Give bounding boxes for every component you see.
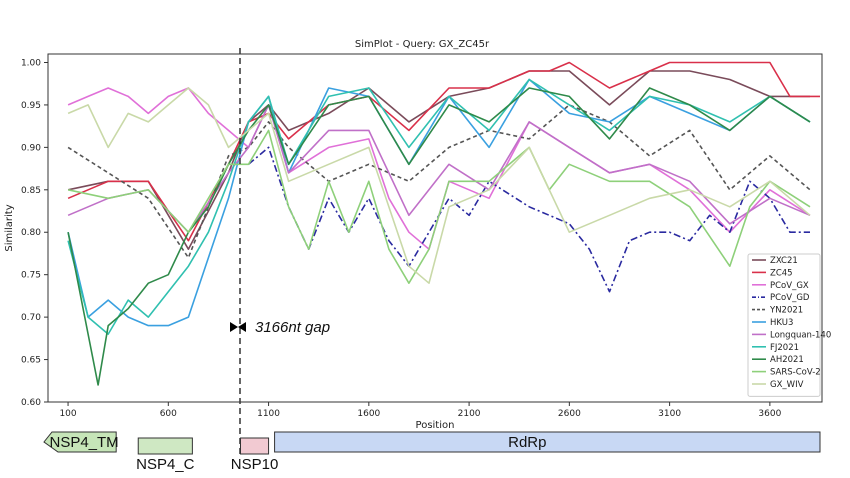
series-line-sars-cov-2	[67, 129, 811, 285]
series-line-gx-wiv	[67, 87, 811, 285]
gene-label-nsp4-c: NSP4_C	[136, 456, 195, 473]
series-line-longquan-140	[67, 104, 811, 233]
gap-marker-icon	[230, 322, 246, 332]
y-tick-label: 0.95	[21, 101, 41, 111]
y-axis-ticks: 0.60 0.65 0.70 0.75 0.80 0.85 0.90 0.95 1.00	[21, 58, 48, 408]
x-tick-label: 600	[160, 409, 177, 419]
series-line-pcov-gd	[247, 146, 810, 293]
gene-label-rdrp: RdRp	[508, 434, 546, 451]
y-axis-label: Similarity	[4, 204, 15, 251]
y-tick-label: 0.75	[21, 271, 41, 281]
x-tick-label: 2600	[558, 409, 581, 419]
legend-entry: PCoV_GX	[770, 281, 809, 291]
legend-entry: FJ2021	[770, 343, 799, 353]
gene-label-nsp10: NSP10	[231, 456, 279, 473]
legend-entry: SARS-CoV-2	[770, 368, 821, 378]
gene-block-nsp4-c	[137, 437, 193, 455]
x-tick-label: 3100	[658, 409, 681, 419]
legend-entry: YN2021	[769, 306, 803, 316]
x-tick-label: 100	[59, 409, 76, 419]
y-tick-label: 0.60	[21, 398, 41, 408]
chart-title: SimPlot - Query: GX_ZC45r	[355, 39, 490, 50]
legend-entry: AH2021	[770, 355, 804, 365]
legend-entry: ZC45	[770, 268, 793, 278]
y-tick-label: 0.85	[21, 186, 41, 196]
x-tick-label: 1600	[357, 409, 380, 419]
legend: ZXC21 ZC45 PCoV_GX PCoV_GD YN2021 HKU3 Longqua…	[747, 253, 831, 397]
plot-frame	[47, 53, 823, 403]
x-axis-ticks: 100 600 1100 1600 2100 2600 3100 3600	[59, 402, 782, 419]
gene-map: NSP4_TM NSP4_C NSP10 RdRp	[43, 431, 821, 473]
series-line-hku3	[67, 78, 811, 327]
x-axis-label: Position	[416, 420, 455, 431]
y-tick-label: 0.65	[21, 356, 41, 366]
gene-block-rdrp	[274, 431, 821, 453]
y-tick-label: 0.70	[21, 313, 41, 323]
legend-entry: ZXC21	[770, 256, 798, 266]
y-tick-label: 1.00	[21, 58, 41, 68]
gap-label: 3166nt gap	[255, 319, 330, 336]
series-line-yn2021	[67, 104, 811, 259]
series-line-fj2021	[67, 78, 811, 335]
x-tick-label: 3600	[758, 409, 781, 419]
legend-entry: HKU3	[770, 318, 793, 328]
y-tick-label: 0.90	[21, 143, 41, 153]
series-line-ah2021	[67, 87, 811, 386]
x-tick-label: 1100	[257, 409, 280, 419]
gene-label-nsp4-tm: NSP4_TM	[49, 434, 118, 451]
y-tick-label: 0.80	[21, 228, 41, 238]
legend-entry: PCoV_GD	[770, 293, 810, 303]
legend-entry: Longquan-140	[770, 330, 831, 340]
series-lines	[67, 61, 820, 386]
legend-entry: GX_WIV	[770, 380, 804, 390]
gene-block-nsp10	[239, 437, 270, 455]
legend-box	[747, 253, 821, 397]
x-tick-label: 2100	[458, 409, 481, 419]
gene-block-nsp4-tm	[43, 431, 117, 453]
